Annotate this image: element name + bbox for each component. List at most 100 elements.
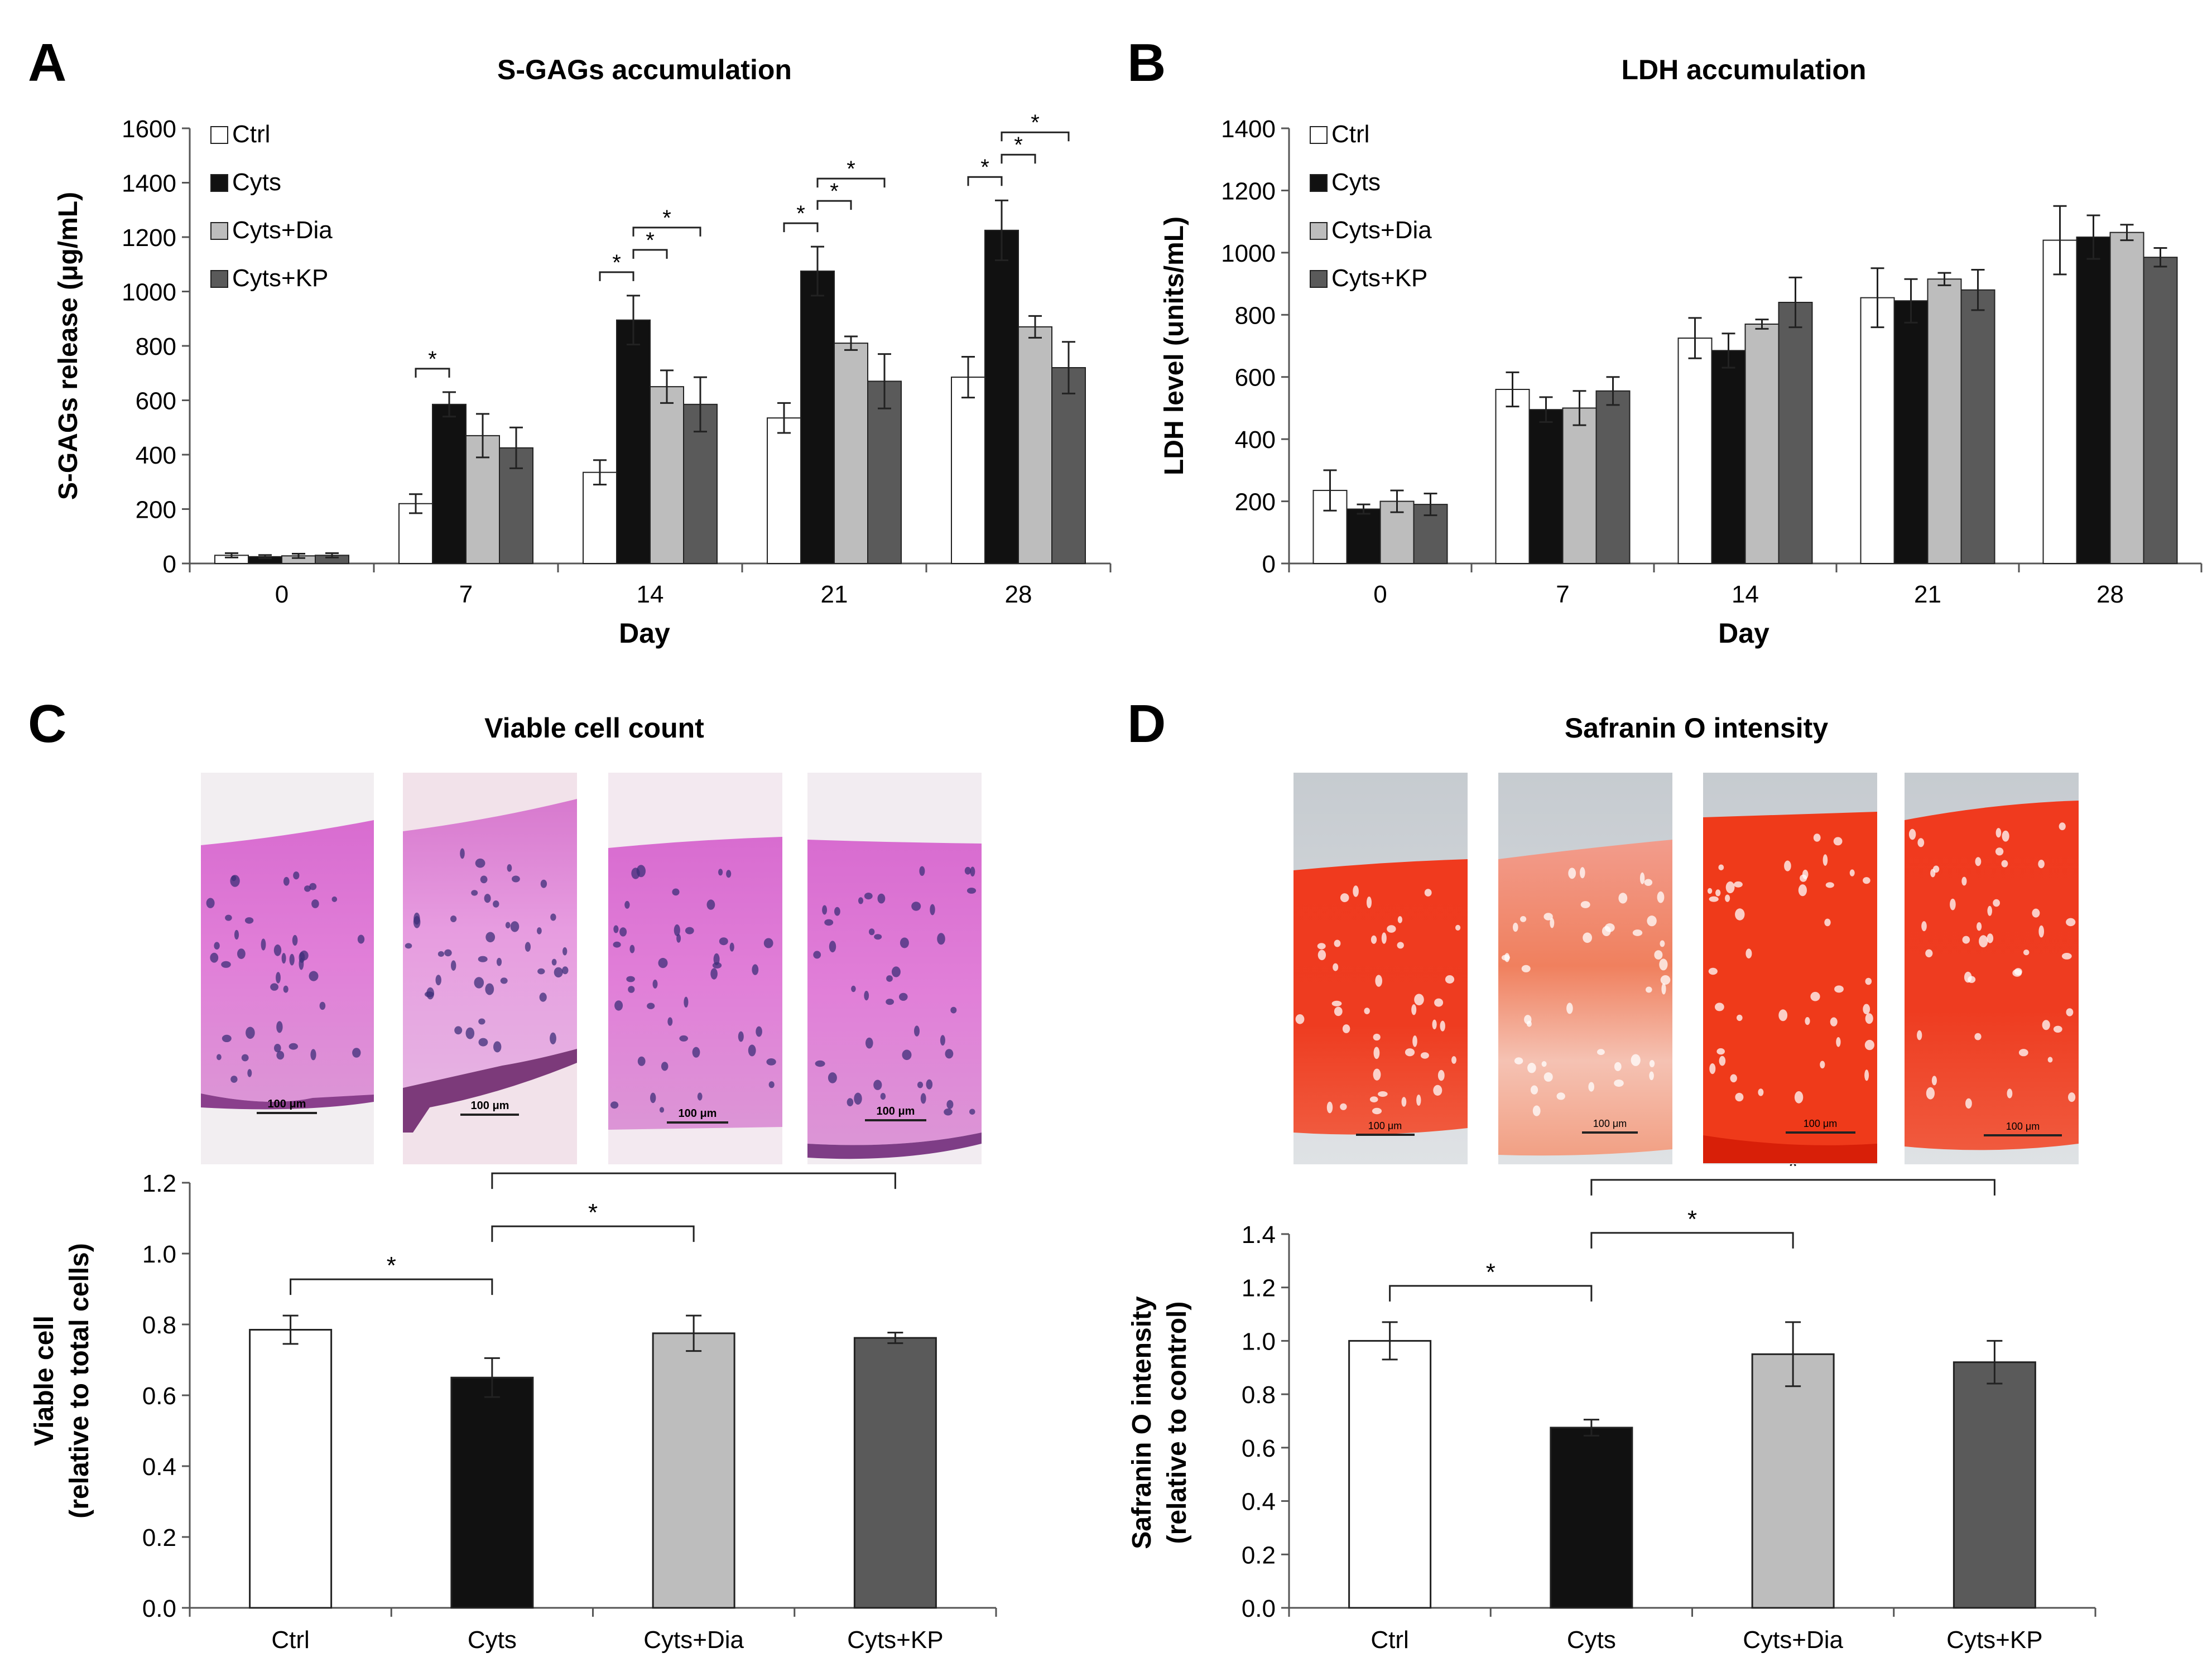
cell-lacuna (454, 1026, 463, 1035)
y-tick-label: 0.8 (1242, 1381, 1276, 1409)
x-tick-label: Cyts+KP (1946, 1626, 2042, 1654)
y-tick-label: 0.4 (1242, 1488, 1276, 1516)
cell-lacuna (1659, 958, 1668, 971)
cell-lacuna (309, 883, 317, 890)
bar (834, 343, 868, 564)
cell-lacuna (631, 868, 640, 879)
micrograph-safranin-cyts-dia: 100 μm (1703, 773, 1877, 1164)
cell-lacuna (1520, 916, 1527, 922)
cell-lacuna (1709, 1063, 1716, 1074)
cell-lacuna (288, 1043, 298, 1050)
cell-lacuna (1950, 898, 1956, 910)
significance-bracket (1590, 1232, 1794, 1249)
cell-lacuna (2001, 860, 2008, 868)
cell-lacuna (1810, 991, 1820, 1001)
cell-lacuna (281, 953, 286, 964)
significance-bracket (632, 249, 668, 259)
cell-lacuna (718, 869, 723, 876)
cell-lacuna (1295, 1014, 1305, 1024)
error-bar (509, 426, 523, 469)
cell-lacuna (1824, 918, 1831, 927)
cell-lacuna (214, 942, 220, 950)
cell-lacuna (1432, 1019, 1437, 1030)
cell-lacuna (1378, 1091, 1388, 1097)
error-bar (1028, 315, 1042, 339)
cell-lacuna (713, 953, 720, 966)
cell-lacuna (319, 1001, 326, 1010)
error-bar (887, 1332, 903, 1345)
y-axis-title-c-line2: (relative to total cells) (65, 1243, 94, 1518)
y-tick-label: 0.4 (142, 1453, 176, 1481)
significance-bracket (290, 1278, 493, 1295)
cell-lacuna (1654, 950, 1663, 960)
y-tick-label: 0.6 (1242, 1435, 1276, 1462)
cell-lacuna (1445, 975, 1455, 984)
cell-lacuna (902, 1049, 912, 1061)
bar (1595, 390, 1631, 564)
cell-lacuna (756, 1026, 762, 1037)
cell-lacuna (1735, 908, 1745, 921)
y-tick-label: 0.2 (142, 1524, 176, 1551)
cell-lacuna (478, 956, 488, 962)
significance-bracket (783, 222, 819, 233)
cell-lacuna (1805, 1017, 1810, 1025)
x-axis-title-a: Day (619, 618, 670, 649)
cell-lacuna (1921, 921, 1927, 932)
cell-lacuna (276, 1021, 283, 1033)
cell-lacuna (2038, 925, 2044, 938)
cell-lacuna (2047, 1057, 2053, 1063)
cell-lacuna (1372, 1107, 1382, 1115)
error-bar (1062, 341, 1075, 394)
cell-lacuna (485, 983, 494, 995)
error-bar (777, 402, 791, 434)
cell-lacuna (234, 929, 239, 940)
legend-label: Cyts (232, 168, 281, 196)
cell-lacuna (1660, 975, 1671, 985)
cell-lacuna (1373, 1047, 1380, 1059)
cell-lacuna (647, 1003, 655, 1009)
legend-swatch (210, 222, 228, 240)
cell-lacuna (815, 1060, 825, 1067)
cell-lacuna (1513, 922, 1518, 932)
error-bar (1583, 1419, 1599, 1437)
cell-lacuna (444, 949, 452, 957)
cell-lacuna (1526, 1020, 1532, 1027)
cell-lacuna (920, 1093, 926, 1104)
cell-lacuna (2018, 1049, 2028, 1057)
legend-label: Ctrl (1331, 121, 1369, 148)
cell-lacuna (1583, 932, 1593, 943)
cell-lacuna (484, 894, 491, 903)
cell-lacuna (1962, 936, 1970, 944)
cell-lacuna (261, 938, 266, 951)
cell-lacuna (244, 917, 254, 924)
chart-title-d: Safranin O intensity (1565, 712, 1829, 744)
cell-lacuna (950, 1006, 957, 1014)
cell-lacuna (2066, 918, 2076, 927)
significance-bracket (415, 368, 450, 378)
bar (432, 403, 467, 564)
y-tick-label: 800 (136, 333, 176, 360)
bar (1744, 324, 1780, 564)
cell-lacuna (1514, 1057, 1523, 1064)
cell-lacuna (1334, 939, 1341, 947)
cell-lacuna (946, 1100, 954, 1109)
error-bar (1788, 276, 1802, 329)
cell-lacuna (2068, 1092, 2076, 1102)
cell-lacuna (1707, 888, 1713, 894)
cell-lacuna (1433, 1085, 1442, 1096)
cell-lacuna (1863, 877, 1870, 884)
x-axis-title-b: Day (1718, 618, 1769, 649)
bar (853, 1337, 937, 1609)
x-tick-label: 21 (1914, 581, 1941, 608)
x-tick-label: Cyts+KP (847, 1626, 943, 1654)
cell-lacuna (1353, 885, 1359, 897)
cell-lacuna (221, 961, 231, 968)
panel-letter-b: B (1127, 33, 1166, 93)
error-bar (1357, 503, 1371, 515)
cell-lacuna (1401, 1097, 1407, 1107)
error-bar (1539, 396, 1553, 423)
bar (767, 417, 801, 564)
bar (951, 377, 985, 564)
y-tick-label: 1400 (1221, 115, 1276, 143)
cell-lacuna (919, 866, 925, 876)
